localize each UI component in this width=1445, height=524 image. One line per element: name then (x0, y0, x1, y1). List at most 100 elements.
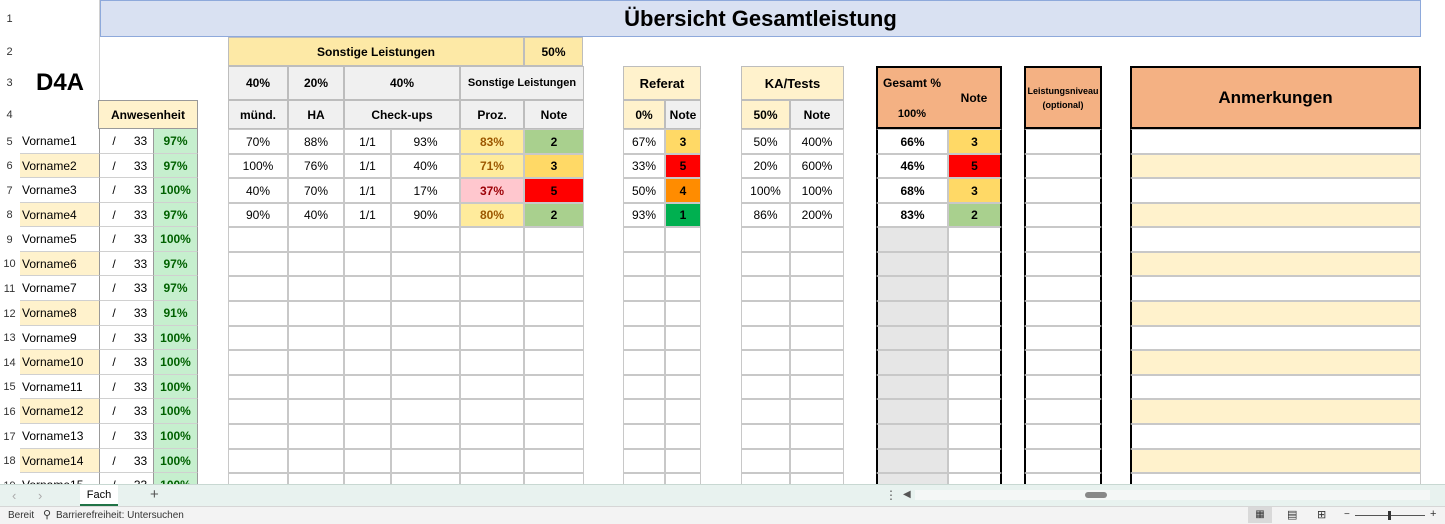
gesamt-percent-cell[interactable] (876, 276, 948, 301)
sonstige-proz-cell[interactable] (460, 276, 524, 301)
checkups-count-cell[interactable] (344, 399, 391, 424)
sonstige-proz-cell[interactable] (460, 375, 524, 399)
student-name[interactable]: Vorname2 (20, 154, 100, 178)
checkups-percent-cell[interactable] (391, 276, 460, 301)
ha-cell[interactable] (288, 399, 344, 424)
niveau-cell[interactable] (1024, 326, 1102, 350)
niveau-cell[interactable] (1024, 178, 1102, 203)
attendance-total[interactable]: 33 (128, 424, 153, 449)
gesamt-note-cell[interactable] (948, 301, 1002, 326)
attendance-percent[interactable]: 97% (153, 129, 198, 154)
checkups-percent-cell[interactable]: 93% (391, 129, 460, 154)
gesamt-note-cell[interactable]: 2 (948, 203, 1002, 227)
attendance-percent[interactable]: 100% (153, 424, 198, 449)
sonstige-note-cell[interactable] (524, 252, 584, 276)
student-name[interactable]: Vorname10 (20, 350, 100, 375)
muend-cell[interactable]: 100% (228, 154, 288, 178)
muend-cell[interactable] (228, 350, 288, 375)
ka-note-cell[interactable] (790, 326, 844, 350)
checkups-count-cell[interactable] (344, 375, 391, 399)
row-header[interactable]: 6 (6, 160, 13, 172)
ka-percent-cell[interactable] (741, 424, 790, 449)
attendance-percent[interactable]: 100% (153, 326, 198, 350)
row-header[interactable]: 2 (6, 45, 13, 58)
student-name[interactable]: Vorname3 (20, 178, 100, 203)
row-header[interactable]: 4 (6, 108, 13, 121)
gesamt-percent-cell[interactable] (876, 424, 948, 449)
attendance-total[interactable]: 33 (128, 375, 153, 399)
gesamt-percent-cell[interactable] (876, 326, 948, 350)
attendance-total[interactable]: 33 (128, 449, 153, 473)
attendance-slash[interactable]: / (100, 178, 128, 203)
sheet-tab-fach[interactable]: Fach (80, 485, 118, 506)
attendance-slash[interactable]: / (100, 350, 128, 375)
ka-percent-cell[interactable] (741, 350, 790, 375)
zoom-out-icon[interactable]: − (1344, 509, 1350, 520)
sonstige-proz-cell[interactable] (460, 350, 524, 375)
sonstige-note-cell[interactable] (524, 276, 584, 301)
ha-cell[interactable] (288, 424, 344, 449)
attendance-total[interactable]: 33 (128, 252, 153, 276)
gesamt-note-cell[interactable] (948, 449, 1002, 473)
ka-note-cell[interactable] (790, 252, 844, 276)
gesamt-percent-cell[interactable]: 46% (876, 154, 948, 178)
checkups-count-cell[interactable]: 1/1 (344, 154, 391, 178)
anmerkungen-cell[interactable] (1130, 399, 1421, 424)
sonstige-proz-cell[interactable]: 37% (460, 178, 524, 203)
checkups-count-cell[interactable] (344, 424, 391, 449)
ka-note-cell[interactable]: 400% (790, 129, 844, 154)
ka-percent-cell[interactable]: 20% (741, 154, 790, 178)
ka-note-cell[interactable] (790, 375, 844, 399)
referat-percent-cell[interactable]: 33% (623, 154, 665, 178)
referat-percent-cell[interactable] (623, 326, 665, 350)
row-header[interactable]: 11 (3, 282, 16, 295)
attendance-total[interactable]: 33 (128, 276, 153, 301)
gesamt-percent-cell[interactable]: 83% (876, 203, 948, 227)
anmerkungen-cell[interactable] (1130, 252, 1421, 276)
referat-note-cell[interactable] (665, 375, 701, 399)
niveau-cell[interactable] (1024, 129, 1102, 154)
muend-cell[interactable] (228, 375, 288, 399)
gesamt-note-cell[interactable] (948, 424, 1002, 449)
zoom-slider-thumb[interactable] (1388, 511, 1391, 520)
gesamt-note-cell[interactable] (948, 276, 1002, 301)
ha-cell[interactable] (288, 449, 344, 473)
anmerkungen-cell[interactable] (1130, 154, 1421, 178)
ha-cell[interactable]: 88% (288, 129, 344, 154)
sonstige-proz-cell[interactable] (460, 449, 524, 473)
muend-cell[interactable] (228, 227, 288, 252)
niveau-cell[interactable] (1024, 399, 1102, 424)
ka-percent-cell[interactable]: 100% (741, 178, 790, 203)
muend-cell[interactable]: 90% (228, 203, 288, 227)
referat-note-cell[interactable] (665, 326, 701, 350)
ka-percent-cell[interactable] (741, 276, 790, 301)
student-name[interactable]: Vorname14 (20, 449, 100, 473)
attendance-percent[interactable]: 100% (153, 350, 198, 375)
gesamt-percent-cell[interactable] (876, 449, 948, 473)
referat-note-cell[interactable] (665, 424, 701, 449)
checkups-count-cell[interactable]: 1/1 (344, 203, 391, 227)
checkups-count-cell[interactable] (344, 350, 391, 375)
niveau-cell[interactable] (1024, 449, 1102, 473)
sonstige-proz-cell[interactable]: 83% (460, 129, 524, 154)
ha-cell[interactable] (288, 301, 344, 326)
ka-percent-cell[interactable] (741, 399, 790, 424)
referat-note-cell[interactable] (665, 301, 701, 326)
sonstige-note-cell[interactable] (524, 399, 584, 424)
attendance-slash[interactable]: / (100, 154, 128, 178)
attendance-slash[interactable]: / (100, 375, 128, 399)
more-options-icon[interactable]: ⋮ (885, 488, 897, 502)
sonstige-proz-cell[interactable] (460, 424, 524, 449)
checkups-count-cell[interactable] (344, 276, 391, 301)
gesamt-percent-cell[interactable] (876, 375, 948, 399)
checkups-count-cell[interactable] (344, 326, 391, 350)
row-header[interactable]: 14 (3, 356, 16, 369)
checkups-percent-cell[interactable] (391, 301, 460, 326)
checkups-percent-cell[interactable] (391, 449, 460, 473)
sonstige-note-cell[interactable] (524, 449, 584, 473)
student-name[interactable]: Vorname7 (20, 276, 100, 301)
gesamt-note-cell[interactable] (948, 350, 1002, 375)
attendance-percent[interactable]: 100% (153, 375, 198, 399)
attendance-percent[interactable]: 97% (153, 203, 198, 227)
ka-note-cell[interactable] (790, 227, 844, 252)
